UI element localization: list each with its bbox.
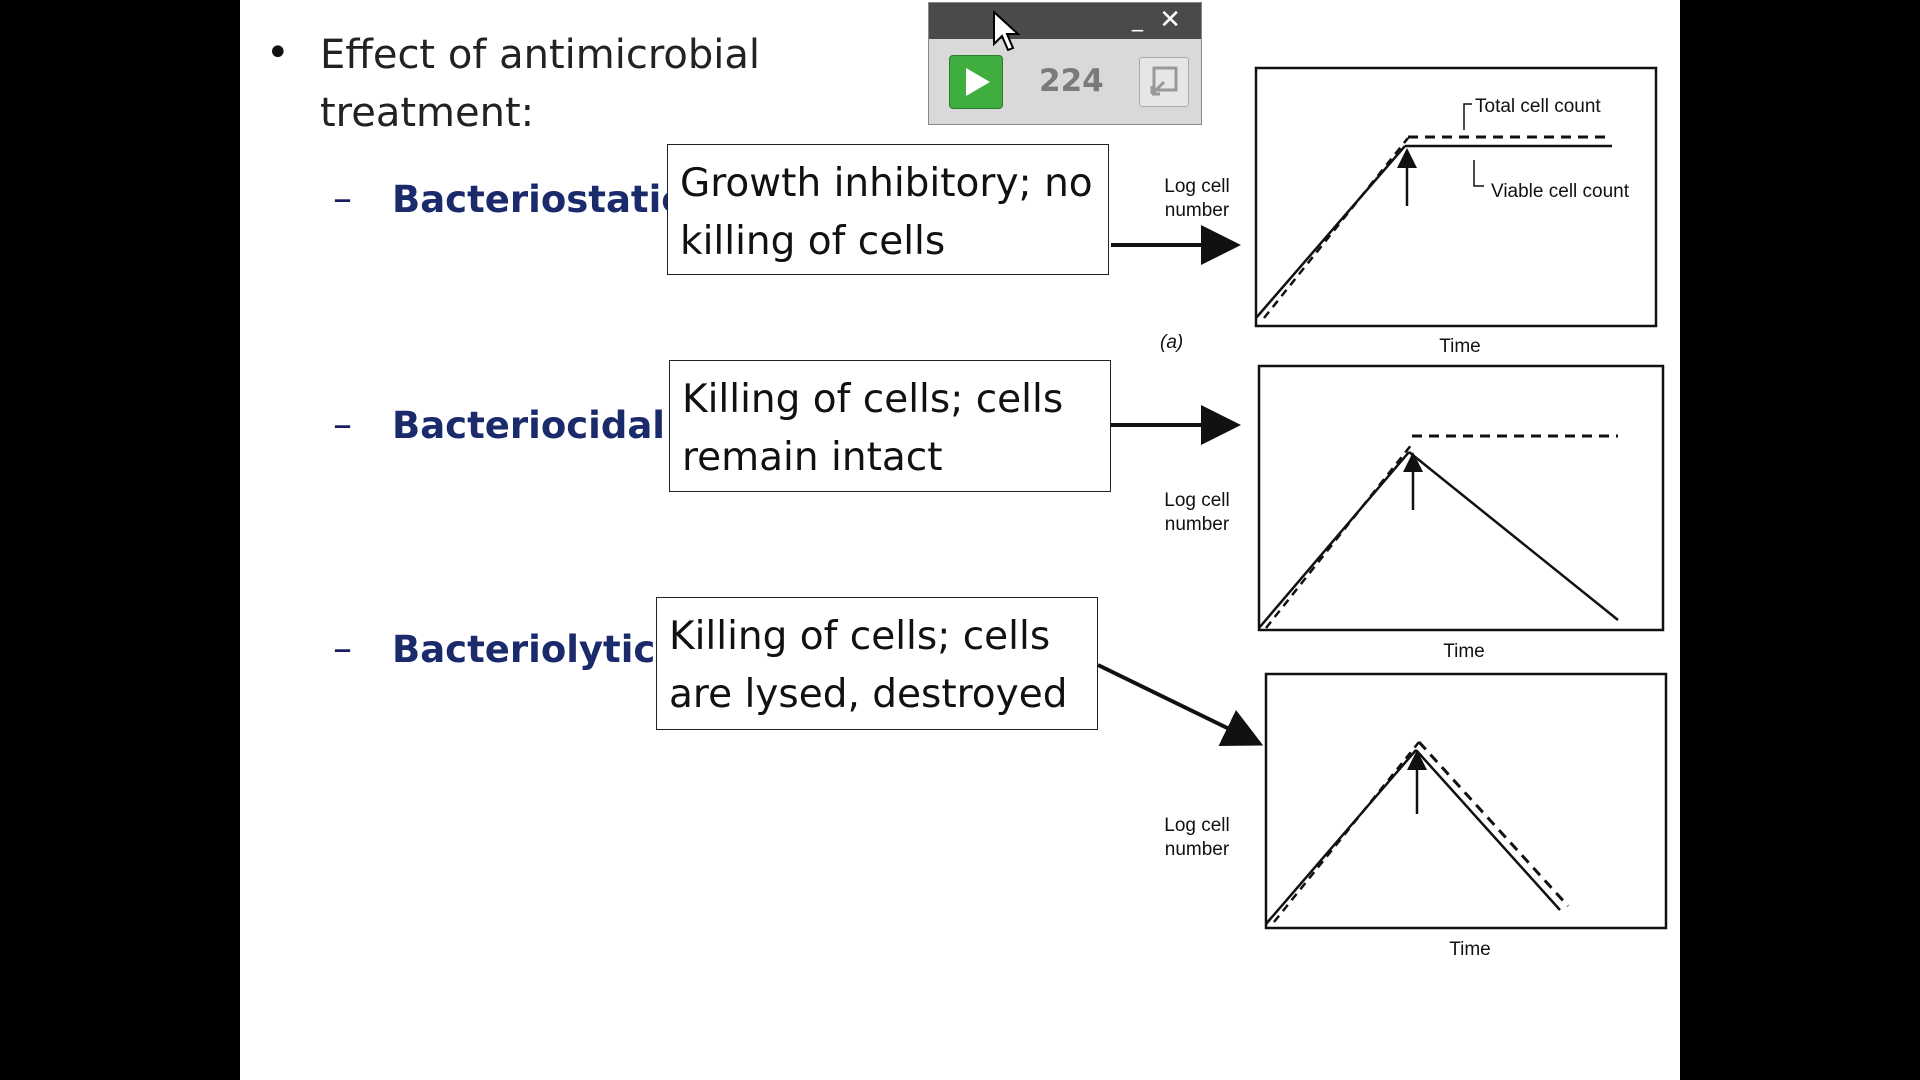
play-icon [966, 68, 990, 96]
slide-title: Effect of antimicrobial treatment: [320, 32, 760, 136]
graph-bacteriostatic: Total cell count Viable cell count Log c… [1160, 66, 1658, 357]
graph-1-xlabel: Time [1439, 336, 1481, 357]
graph-3-total-decline [1417, 740, 1570, 908]
graph-1-total-rise [1263, 137, 1409, 319]
dash-3: – [333, 626, 352, 670]
graph-2-total-rise [1265, 443, 1413, 629]
graph-3-viable-decline [1415, 749, 1561, 911]
graph-2-viable-decline [1408, 451, 1619, 621]
graph-1-frame [1254, 66, 1658, 328]
slide: • Effect of antimicrobial treatment: – B… [240, 0, 1680, 1080]
graph-2-ylabel-line1: Log cell [1164, 490, 1230, 511]
minimize-button[interactable]: _ [1132, 7, 1143, 32]
term-bacteriostatic: Bacteriostatic [392, 178, 684, 221]
dash-2: – [333, 402, 352, 446]
graph-1-total-leader [1463, 103, 1472, 130]
term-bacteriolytic: Bacteriolytic [392, 628, 656, 671]
close-button[interactable]: ✕ [1159, 5, 1181, 35]
graph-2-xlabel: Time [1443, 641, 1485, 662]
play-button[interactable] [949, 55, 1003, 109]
description-box-bacteriostatic: Growth inhibitory; no killing of cells [667, 144, 1109, 275]
graph-1-viable-label: Viable cell count [1491, 181, 1630, 202]
description-box-bacteriocidal: Killing of cells; cells remain intact [669, 360, 1111, 492]
graph-1-viable-leader [1473, 160, 1484, 187]
description-box-bacteriolytic: Killing of cells; cells are lysed, destr… [656, 597, 1098, 730]
graph-1-ylabel-line2: number [1165, 200, 1230, 221]
graph-3-total-rise [1273, 741, 1420, 923]
graph-2-viable-rise [1258, 451, 1410, 629]
bullet-point: • [266, 30, 290, 76]
term-bacteriocidal: Bacteriocidal [392, 404, 665, 447]
graph-3-frame [1264, 672, 1668, 930]
widget-title-bar[interactable]: _ ✕ [929, 3, 1201, 39]
graph-bacteriolytic: Log cell number Time [1164, 672, 1668, 960]
restore-icon [1150, 66, 1178, 96]
graph-2-frame [1257, 364, 1665, 632]
graph-1-total-label: Total cell count [1475, 96, 1601, 117]
connector-arrow-3 [1097, 663, 1264, 746]
mouse-cursor-icon [993, 10, 1021, 52]
graph-1-panel-label: (a) [1160, 332, 1183, 353]
graph-2-ylabel-line2: number [1165, 514, 1230, 535]
graph-3-ylabel-line1: Log cell [1164, 815, 1230, 836]
graph-3-xlabel: Time [1449, 939, 1491, 960]
graph-1-viable-rise [1255, 145, 1406, 319]
recorder-widget[interactable]: _ ✕ 224 [928, 2, 1202, 125]
graph-3-viable-rise [1265, 749, 1417, 925]
dash-1: – [333, 176, 352, 220]
graph-bacteriocidal: Log cell number Time [1164, 364, 1665, 662]
graph-3-ylabel-line2: number [1165, 839, 1230, 860]
restore-button[interactable] [1139, 57, 1189, 107]
counter-value: 224 [1039, 63, 1104, 99]
graph-1-ylabel-line1: Log cell [1164, 176, 1230, 197]
